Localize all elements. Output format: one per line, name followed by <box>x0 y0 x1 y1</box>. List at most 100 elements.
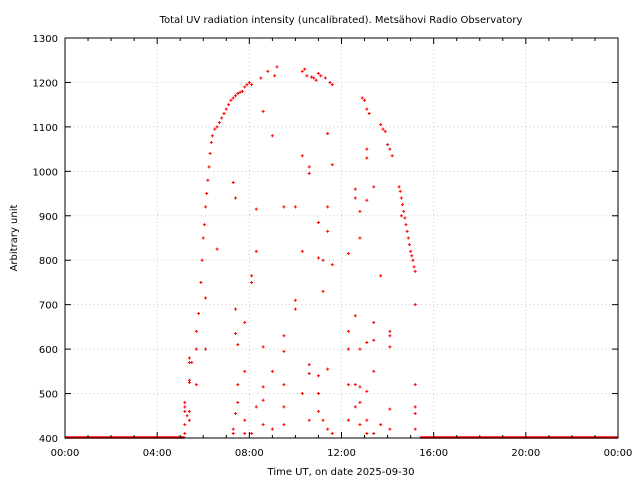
data-point <box>365 156 369 160</box>
data-point <box>243 432 247 436</box>
data-point <box>388 427 392 431</box>
data-point <box>187 360 191 364</box>
data-point <box>379 423 383 427</box>
data-point <box>234 412 238 416</box>
data-point <box>413 405 417 409</box>
data-point <box>401 203 405 207</box>
y-tick-label: 1200 <box>33 78 58 89</box>
data-point <box>372 369 376 373</box>
data-point <box>316 392 320 396</box>
data-point <box>187 356 191 360</box>
data-point <box>234 332 238 336</box>
data-point <box>314 78 318 82</box>
data-point <box>358 423 362 427</box>
data-point <box>183 409 187 413</box>
data-point <box>381 127 385 131</box>
data-point <box>346 252 350 256</box>
data-point <box>202 223 206 227</box>
data-point <box>330 163 334 167</box>
data-point <box>187 380 191 384</box>
data-points <box>65 65 618 439</box>
data-point <box>321 418 325 422</box>
data-point <box>282 383 286 387</box>
data-point <box>205 192 209 196</box>
data-point <box>353 383 357 387</box>
data-point <box>187 409 191 413</box>
data-point <box>194 347 198 351</box>
data-point <box>323 76 327 80</box>
data-point <box>388 334 392 338</box>
data-point <box>236 383 240 387</box>
x-tick-label: 08:00 <box>235 448 264 459</box>
data-point <box>266 69 270 73</box>
x-tick-label: 12:00 <box>327 448 356 459</box>
data-point <box>254 249 258 253</box>
x-tick-label: 16:00 <box>419 448 448 459</box>
y-tick-label: 1000 <box>33 167 58 178</box>
data-point <box>358 236 362 240</box>
data-point <box>261 398 265 402</box>
data-point <box>326 367 330 371</box>
data-point <box>217 120 221 124</box>
data-point <box>183 432 187 436</box>
data-point <box>187 418 191 422</box>
data-point <box>243 85 247 89</box>
data-point <box>321 289 325 293</box>
data-point <box>222 112 226 116</box>
data-point <box>300 154 304 158</box>
data-point <box>282 205 286 209</box>
data-point <box>388 329 392 333</box>
data-point <box>293 205 297 209</box>
data-point <box>261 109 265 113</box>
data-point <box>316 409 320 413</box>
data-point <box>210 134 214 138</box>
data-point <box>353 405 357 409</box>
data-point <box>200 258 204 262</box>
y-tick-label: 900 <box>39 212 58 223</box>
data-point <box>224 107 228 111</box>
data-point <box>326 427 330 431</box>
data-point <box>360 96 364 100</box>
data-point <box>275 65 279 69</box>
axes: 00:00 04:00 08:00 12:00 16:00 20:00 00:00 400 50… <box>33 34 633 459</box>
data-point <box>358 209 362 213</box>
data-point <box>402 209 406 213</box>
data-point <box>261 385 265 389</box>
data-point <box>316 220 320 224</box>
data-point <box>185 414 189 418</box>
data-point <box>346 347 350 351</box>
data-point <box>413 303 417 307</box>
y-tick-label: 1300 <box>33 34 58 45</box>
data-point <box>388 407 392 411</box>
data-point <box>238 90 242 94</box>
data-point <box>404 223 408 227</box>
x-axis-label: Time UT, on date 2025-09-30 <box>267 467 415 478</box>
data-point <box>312 76 316 80</box>
data-point <box>316 256 320 260</box>
data-point <box>231 180 235 184</box>
x-tick-label: 20:00 <box>511 448 540 459</box>
data-point <box>307 363 311 367</box>
y-tick-label: 800 <box>39 256 58 267</box>
y-tick-label: 600 <box>39 345 58 356</box>
data-point <box>234 94 238 98</box>
data-point <box>413 412 417 416</box>
data-point <box>365 389 369 393</box>
data-point <box>215 247 219 251</box>
data-point <box>413 383 417 387</box>
data-point <box>183 423 187 427</box>
data-point <box>282 423 286 427</box>
data-point <box>250 432 254 436</box>
data-point <box>399 214 403 218</box>
data-point <box>326 229 330 233</box>
data-point <box>316 374 320 378</box>
y-tick-label: 700 <box>39 301 58 312</box>
data-point <box>220 116 224 120</box>
data-point <box>372 338 376 342</box>
data-point <box>346 418 350 422</box>
data-point <box>293 298 297 302</box>
data-point <box>197 312 201 316</box>
data-point <box>403 216 407 220</box>
x-tick-label: 00:00 <box>604 448 633 459</box>
